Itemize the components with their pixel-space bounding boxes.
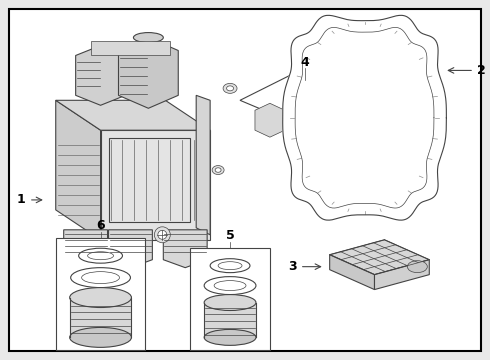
Polygon shape — [196, 95, 210, 235]
Polygon shape — [330, 240, 429, 275]
Ellipse shape — [71, 268, 130, 288]
Polygon shape — [163, 230, 207, 268]
FancyBboxPatch shape — [190, 248, 270, 350]
Ellipse shape — [226, 86, 234, 91]
Polygon shape — [330, 255, 374, 289]
Text: 2: 2 — [477, 64, 486, 77]
Ellipse shape — [158, 230, 167, 239]
Polygon shape — [295, 85, 344, 130]
Ellipse shape — [212, 166, 224, 175]
Ellipse shape — [78, 248, 122, 263]
Text: 6: 6 — [96, 219, 105, 232]
Polygon shape — [204, 302, 256, 337]
Polygon shape — [255, 103, 285, 137]
Ellipse shape — [210, 259, 250, 273]
Polygon shape — [374, 260, 429, 289]
Polygon shape — [56, 100, 210, 130]
Ellipse shape — [88, 252, 114, 260]
Polygon shape — [91, 41, 171, 55]
Ellipse shape — [82, 272, 120, 284]
Polygon shape — [108, 230, 152, 268]
Polygon shape — [283, 15, 446, 220]
Ellipse shape — [133, 32, 163, 42]
Polygon shape — [56, 100, 100, 240]
Ellipse shape — [204, 294, 256, 310]
Text: 5: 5 — [226, 229, 234, 242]
Ellipse shape — [407, 261, 427, 273]
Text: 1: 1 — [17, 193, 25, 206]
FancyBboxPatch shape — [9, 9, 481, 351]
Polygon shape — [64, 230, 107, 268]
Polygon shape — [100, 130, 210, 240]
Ellipse shape — [204, 329, 256, 345]
Ellipse shape — [154, 227, 171, 243]
Text: 3: 3 — [288, 260, 297, 273]
FancyBboxPatch shape — [56, 238, 146, 350]
Ellipse shape — [70, 328, 131, 347]
Polygon shape — [70, 298, 131, 337]
Ellipse shape — [204, 276, 256, 294]
Polygon shape — [119, 37, 178, 108]
Ellipse shape — [223, 84, 237, 93]
Polygon shape — [75, 45, 125, 105]
Polygon shape — [240, 75, 385, 140]
Text: 4: 4 — [300, 56, 309, 69]
Polygon shape — [340, 97, 375, 136]
Ellipse shape — [70, 288, 131, 307]
Ellipse shape — [218, 262, 242, 270]
Ellipse shape — [215, 168, 221, 172]
Ellipse shape — [214, 280, 246, 291]
